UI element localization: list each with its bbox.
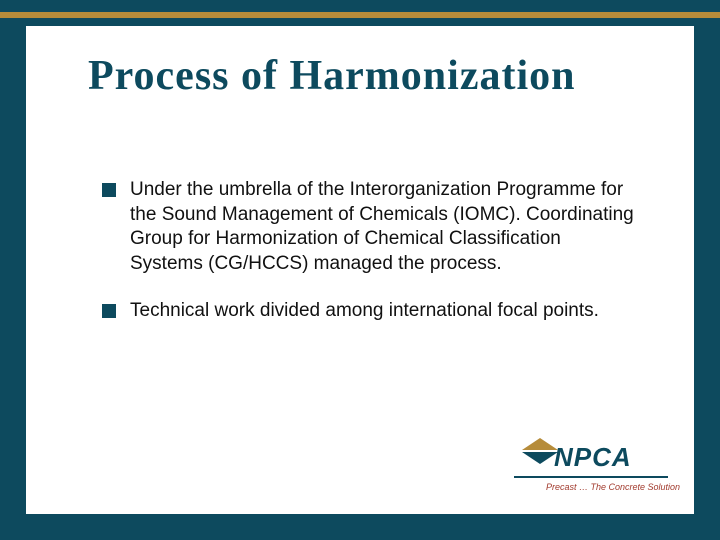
bullet-list: Under the umbrella of the Interorganizat… xyxy=(102,178,634,345)
slide-title: Process of Harmonization xyxy=(88,54,654,98)
slide-inner: Process of Harmonization Under the umbre… xyxy=(26,26,694,514)
bullet-text: Under the umbrella of the Interorganizat… xyxy=(130,178,634,277)
slide-frame: Process of Harmonization Under the umbre… xyxy=(0,0,720,540)
logo-divider xyxy=(514,476,668,478)
bullet-marker-icon xyxy=(102,183,116,197)
logo-wordmark: NPCA xyxy=(554,442,632,473)
list-item: Under the umbrella of the Interorganizat… xyxy=(102,178,634,277)
npca-logo: NPCA Precast … The Concrete Solution xyxy=(514,436,674,506)
list-item: Technical work divided among internation… xyxy=(102,299,634,324)
accent-bar xyxy=(0,12,720,18)
bullet-marker-icon xyxy=(102,304,116,318)
bullet-text: Technical work divided among internation… xyxy=(130,299,599,324)
logo-tagline: Precast … The Concrete Solution xyxy=(546,482,680,492)
